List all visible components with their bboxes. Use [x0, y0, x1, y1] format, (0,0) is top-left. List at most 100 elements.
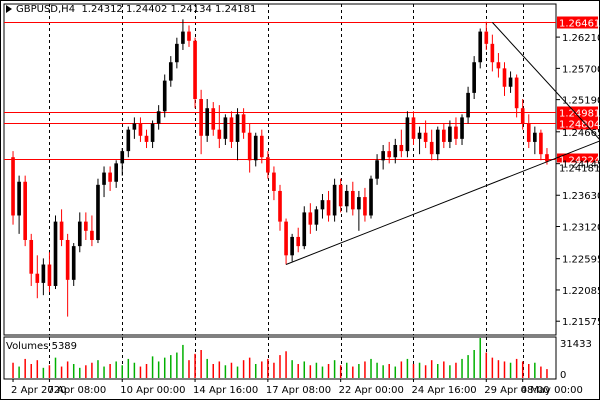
- candle-body: [53, 221, 58, 286]
- trend-line-resistance: [491, 22, 600, 141]
- candle-body: [539, 132, 543, 155]
- x-tick-label: 22 Apr 00:00: [339, 385, 404, 396]
- candle-body: [466, 92, 470, 118]
- y-tick-label: 1.21575: [562, 317, 600, 328]
- symbol-label: GBPUSD,H4: [16, 4, 76, 15]
- candle-body: [429, 141, 434, 155]
- candle-body: [320, 200, 325, 210]
- candle-body: [417, 132, 422, 139]
- candle-body: [168, 62, 173, 81]
- candle-body: [102, 172, 106, 185]
- candle-body: [266, 157, 270, 173]
- candle-body: [59, 221, 64, 240]
- candle-body: [259, 135, 264, 158]
- candle-body: [314, 209, 319, 225]
- candle-body: [296, 236, 301, 247]
- trend-lines: [285, 22, 600, 265]
- candle-body: [302, 212, 307, 247]
- symbol-header: GBPUSD,H4 1.24312 1.24402 1.24134 1.2418…: [6, 4, 256, 15]
- candle-body: [284, 221, 288, 256]
- candle-body: [35, 273, 40, 283]
- y-tick-label: 1.25700: [562, 64, 600, 75]
- level-label: 1.26461: [559, 19, 600, 30]
- x-tick-label: 29 Apr 08:00: [484, 385, 549, 396]
- candle-body: [96, 184, 100, 240]
- candle-body: [290, 236, 294, 256]
- candle-body: [120, 151, 125, 164]
- candle-body: [199, 99, 203, 136]
- candle-body: [187, 31, 191, 41]
- candle-body: [71, 246, 76, 280]
- candle-body: [369, 178, 373, 216]
- candle-body: [387, 151, 392, 158]
- y-tick-label: 1.24145: [562, 160, 600, 171]
- candle-body: [508, 77, 513, 87]
- candle-body: [108, 172, 112, 182]
- candle-body: [502, 68, 507, 87]
- candle-body: [77, 221, 82, 247]
- candle-body: [162, 80, 167, 112]
- candle-body: [472, 62, 476, 93]
- candle-body: [496, 62, 501, 69]
- volume-pane-border: [3, 336, 557, 380]
- candle-body: [423, 132, 428, 142]
- volume-min-label: 0: [560, 370, 566, 381]
- candle-body: [29, 239, 34, 274]
- candle-body: [223, 117, 228, 139]
- x-tick-label: 17 Apr 08:00: [266, 385, 331, 396]
- candle-body: [344, 190, 349, 207]
- candle-body: [90, 230, 94, 240]
- candle-body: [405, 117, 410, 152]
- candle-body: [247, 132, 252, 161]
- y-tick-label: 1.25190: [562, 96, 600, 107]
- level-label: 1.24981: [559, 109, 600, 120]
- candle-body: [526, 123, 531, 142]
- y-tick-label: 1.22595: [562, 255, 600, 266]
- current-price-label: 1.24181: [559, 163, 600, 174]
- candle-body: [181, 31, 185, 44]
- candle-body: [442, 129, 446, 142]
- candle-body: [514, 77, 519, 109]
- x-tick-label: 14 Apr 16:00: [193, 385, 258, 396]
- candle-body: [308, 212, 313, 225]
- current-price-box: [557, 162, 598, 174]
- candle-body: [229, 117, 234, 142]
- candle-body: [84, 221, 88, 231]
- candle-body: [375, 160, 379, 179]
- candle-body: [193, 40, 197, 100]
- candle-body: [17, 181, 21, 216]
- candle-body: [65, 239, 70, 280]
- main-pane-border: [3, 3, 557, 336]
- candle-body: [156, 111, 161, 124]
- candle-body: [478, 31, 483, 63]
- x-tick-label: 24 Apr 16:00: [411, 385, 476, 396]
- candle-body: [211, 108, 216, 130]
- x-tick-label: 2 Apr 2020: [11, 385, 66, 396]
- y-tick-label: 1.23630: [562, 191, 600, 202]
- candle-body: [533, 132, 537, 142]
- level-label: 1.24804: [559, 120, 600, 131]
- candle-body: [217, 129, 222, 139]
- candle-body: [126, 129, 131, 152]
- candle-body: [132, 123, 137, 130]
- candle-body: [241, 114, 246, 133]
- candle-body: [23, 181, 27, 240]
- candle-body: [393, 144, 398, 158]
- candle-body: [399, 144, 404, 152]
- candle-body: [484, 31, 489, 44]
- x-tick-label: 4 May 00:00: [521, 385, 583, 396]
- candle-body: [357, 197, 361, 210]
- level-label-box: [557, 106, 598, 119]
- volume-bars: [12, 338, 548, 378]
- candle-body: [326, 200, 331, 216]
- candle-body: [47, 264, 52, 286]
- candle-body: [114, 163, 118, 182]
- candle-body: [272, 172, 276, 191]
- y-tick-label: 1.22085: [562, 286, 600, 297]
- price-candles: [11, 19, 549, 317]
- price-axis: 1.26210 1.25700 1.25190 1.24665 1.24145 1.236…: [556, 33, 600, 381]
